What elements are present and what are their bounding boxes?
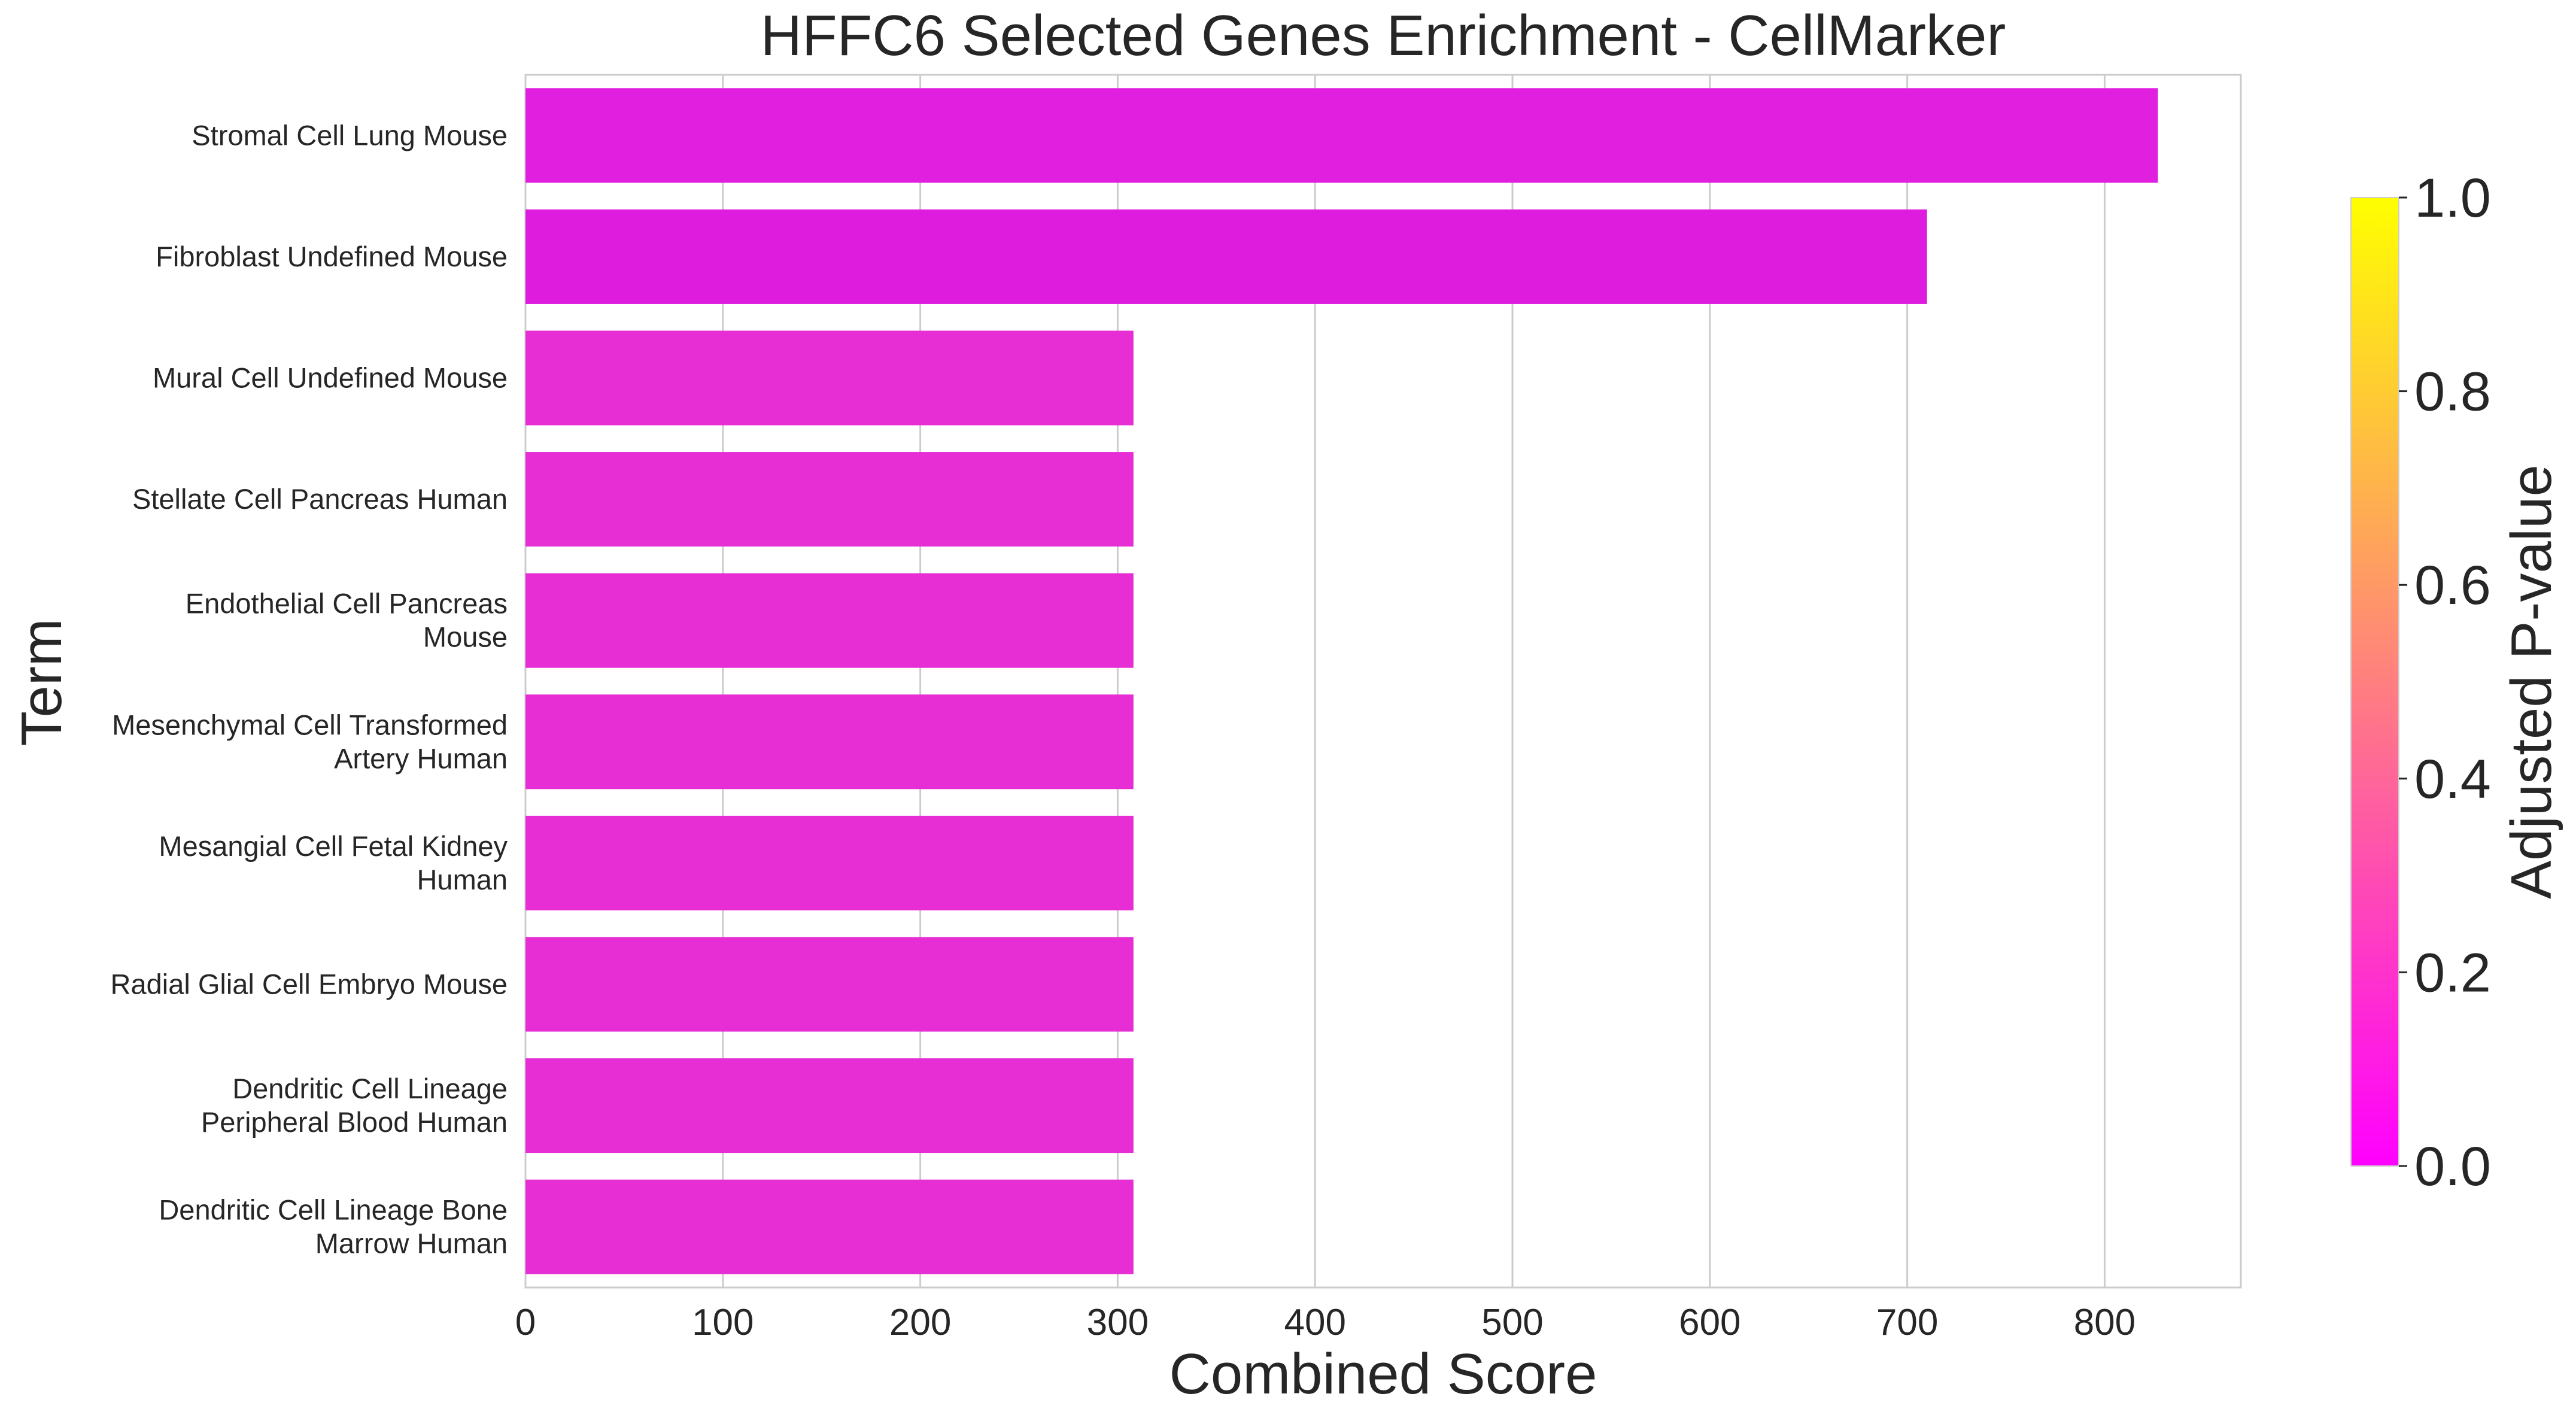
x-tick-label: 800 (2074, 1302, 2135, 1343)
x-tick-label: 0 (515, 1302, 536, 1343)
bar (525, 209, 1927, 304)
x-axis-title: Combined Score (1169, 1342, 1597, 1406)
bar (525, 573, 1134, 668)
colorbar-gradient (2350, 197, 2399, 1167)
bar (525, 1058, 1134, 1153)
y-tick-label: Dendritic Cell Lineage Peripheral Blood H… (201, 1073, 508, 1138)
colorbar-ticks: 0.0 0.2 0.4 0.6 0.8 1.0 (2399, 168, 2491, 1197)
y-tick-label: Radial Glial Cell Embryo Mouse (111, 968, 508, 1000)
colorbar-tick-label: 0.8 (2414, 362, 2491, 423)
colorbar-title: Adjusted P-value (2499, 464, 2563, 899)
x-tick-labels: 0 100 200 300 400 500 600 700 800 (515, 1302, 2135, 1343)
colorbar-tick-label: 0.0 (2414, 1136, 2491, 1197)
x-tick-label: 200 (889, 1302, 951, 1343)
bar (525, 694, 1134, 790)
x-tick-label: 600 (1679, 1302, 1740, 1343)
y-tick-label: Endothelial Cell Pancreas Mouse (186, 588, 508, 653)
y-tick-label: Mesenchymal Cell Transformed Artery Human (112, 709, 508, 774)
colorbar-tick-label: 0.4 (2414, 749, 2491, 810)
colorbar-tick-label: 0.6 (2414, 555, 2491, 616)
y-axis-title: Term (10, 618, 74, 746)
x-tick-label: 500 (1481, 1302, 1543, 1343)
colorbar-tick-label: 0.2 (2414, 942, 2491, 1003)
y-tick-label: Fibroblast Undefined Mouse (156, 241, 508, 272)
bar (525, 330, 1134, 426)
bar (525, 937, 1134, 1032)
y-tick-label: Mesangial Cell Fetal Kidney Human (159, 830, 508, 895)
x-tick-label: 700 (1876, 1302, 1938, 1343)
y-tick-label: Dendritic Cell Lineage Bone Marrow Human (159, 1194, 508, 1259)
bar (525, 88, 2158, 183)
y-tick-label: Mural Cell Undefined Mouse (153, 362, 508, 394)
y-tick-label: Stromal Cell Lung Mouse (192, 119, 508, 151)
bar (525, 815, 1134, 910)
x-tick-label: 300 (1087, 1302, 1149, 1343)
y-tick-labels: Stromal Cell Lung Mouse Fibroblast Undefi… (111, 119, 508, 1259)
plot-area-frame (524, 74, 2242, 1289)
y-tick-label: Stellate Cell Pancreas Human (132, 483, 508, 515)
colorbar-tick-label: 1.0 (2414, 168, 2491, 229)
colorbar: 0.0 0.2 0.4 0.6 0.8 1.0 Adjusted P-value (2350, 168, 2563, 1197)
x-tick-label: 400 (1284, 1302, 1345, 1343)
chart-title: HFFC6 Selected Genes Enrichment - CellMa… (761, 4, 2006, 68)
bars (525, 88, 2158, 1274)
x-tick-label: 100 (692, 1302, 754, 1343)
bar (525, 452, 1134, 547)
bar (525, 1179, 1134, 1274)
